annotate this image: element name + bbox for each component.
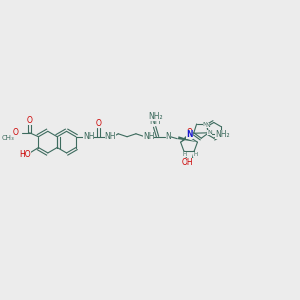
Text: OH: OH xyxy=(183,158,195,167)
Text: O: O xyxy=(187,128,193,137)
Polygon shape xyxy=(178,136,197,142)
Text: N: N xyxy=(166,132,171,141)
Text: OH: OH xyxy=(182,158,193,167)
Text: O: O xyxy=(13,128,19,137)
Text: N: N xyxy=(202,122,207,128)
Text: H: H xyxy=(183,152,187,158)
Text: NH₂: NH₂ xyxy=(215,130,230,139)
Text: O: O xyxy=(27,116,32,124)
Text: NH: NH xyxy=(83,132,94,141)
Text: NH: NH xyxy=(149,118,161,127)
Polygon shape xyxy=(181,136,188,142)
Text: N: N xyxy=(206,123,210,128)
Text: H: H xyxy=(193,152,197,158)
Text: N: N xyxy=(207,130,212,135)
Text: CH₃: CH₃ xyxy=(2,135,14,141)
Text: NH: NH xyxy=(143,132,154,141)
Text: N: N xyxy=(186,130,193,139)
Text: N: N xyxy=(219,133,224,138)
Text: NH₂: NH₂ xyxy=(148,112,163,121)
Text: NH: NH xyxy=(105,132,116,141)
Text: HO: HO xyxy=(19,150,31,159)
Text: O: O xyxy=(96,119,101,128)
